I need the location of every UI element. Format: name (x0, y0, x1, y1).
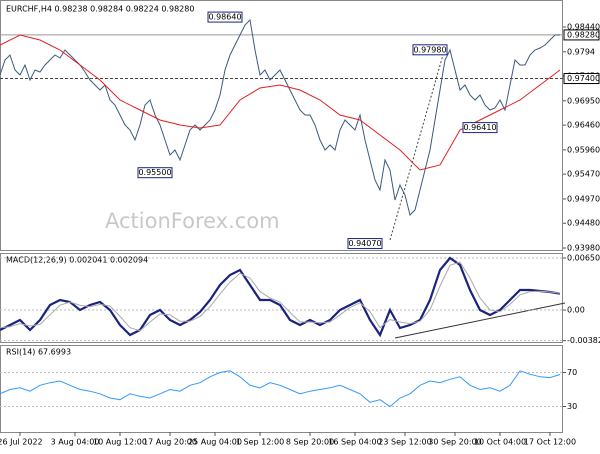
watermark: ActionForex.com (105, 209, 280, 233)
series-line (0, 261, 561, 332)
series-line (0, 34, 561, 171)
x-tick-label: 1 Sep 12:00 (236, 438, 284, 447)
series-line (0, 18, 561, 216)
annotation-box (137, 167, 173, 179)
y-tick-label: 0.9794 (567, 47, 595, 56)
chart-title: EURCHF,H4 0.98238 0.98284 0.98224 0.9828… (6, 5, 194, 14)
x-tick-label: 8 Sep 20:00 (286, 438, 334, 447)
x-tick-label: 30 Sep 20:00 (428, 438, 481, 447)
macd-trend-line (394, 302, 566, 339)
x-tick-label: 17 Aug 20:00 (143, 438, 197, 447)
y-tick-label: 0.95960 (567, 145, 600, 154)
y-tick-label: 0.96950 (567, 96, 600, 105)
x-tick-label: 23 Sep 12:00 (378, 438, 431, 447)
x-tick-label: 10 Aug 12:00 (93, 438, 147, 447)
annotation-box (412, 44, 448, 56)
y-tick-label: 70 (567, 368, 577, 377)
price-label-box (563, 29, 600, 41)
price-label: 0.98280 (567, 30, 600, 39)
annotation-label: 0.94070 (348, 239, 381, 248)
price-label-box (563, 73, 600, 85)
y-tick-label: 0.94480 (567, 219, 600, 228)
price-label: 0.97400 (567, 74, 600, 83)
annotation-box (347, 238, 383, 250)
y-tick-label: 30 (567, 402, 577, 411)
x-tick-label: 3 Aug 04:00 (51, 438, 100, 447)
x-tick-label: 17 Oct 12:00 (524, 438, 576, 447)
y-tick-label: 0.95470 (567, 170, 600, 179)
y-tick-label: 0.93980 (567, 244, 600, 253)
macd-title: MACD(12,26,9) 0.002041 0.002094 (6, 256, 148, 265)
series-line (0, 256, 561, 338)
x-tick-label: 16 Sep 04:00 (328, 438, 381, 447)
annotation-label: 0.98640 (208, 13, 241, 22)
x-tick-label: 26 Jul 2022 (0, 438, 43, 447)
x-tick-label: 25 Aug 04:00 (188, 438, 242, 447)
rsi-panel (0, 345, 563, 433)
annotation-label: 0.97980 (413, 45, 446, 54)
trend-line (389, 47, 446, 241)
annotation-box (462, 122, 498, 134)
macd-panel (0, 253, 563, 343)
annotation-label: 0.96410 (463, 123, 496, 132)
y-tick-label: 0.006509 (567, 254, 600, 263)
y-tick-label: 0.00 (567, 306, 585, 315)
y-tick-label: 0.96460 (567, 121, 600, 130)
y-tick-label: 0.98440 (567, 23, 600, 32)
x-tick-label: 10 Oct 04:00 (474, 438, 526, 447)
annotation-box (207, 11, 243, 23)
series-line (0, 370, 561, 408)
annotation-label: 0.95500 (138, 168, 171, 177)
price-panel (0, 0, 563, 251)
rsi-title: RSI(14) 67.6993 (6, 348, 71, 357)
y-tick-label: 0.94970 (567, 194, 600, 203)
y-tick-label: -0.003828 (567, 336, 600, 345)
